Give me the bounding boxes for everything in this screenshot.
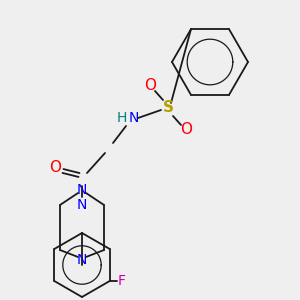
Text: O: O bbox=[49, 160, 61, 175]
Text: N: N bbox=[77, 183, 87, 197]
Text: F: F bbox=[118, 274, 126, 288]
Text: O: O bbox=[144, 79, 156, 94]
Text: S: S bbox=[163, 100, 173, 116]
Text: N: N bbox=[129, 111, 139, 125]
Text: H: H bbox=[117, 111, 127, 125]
Text: O: O bbox=[180, 122, 192, 137]
Text: N: N bbox=[77, 198, 87, 212]
Text: N: N bbox=[77, 253, 87, 267]
